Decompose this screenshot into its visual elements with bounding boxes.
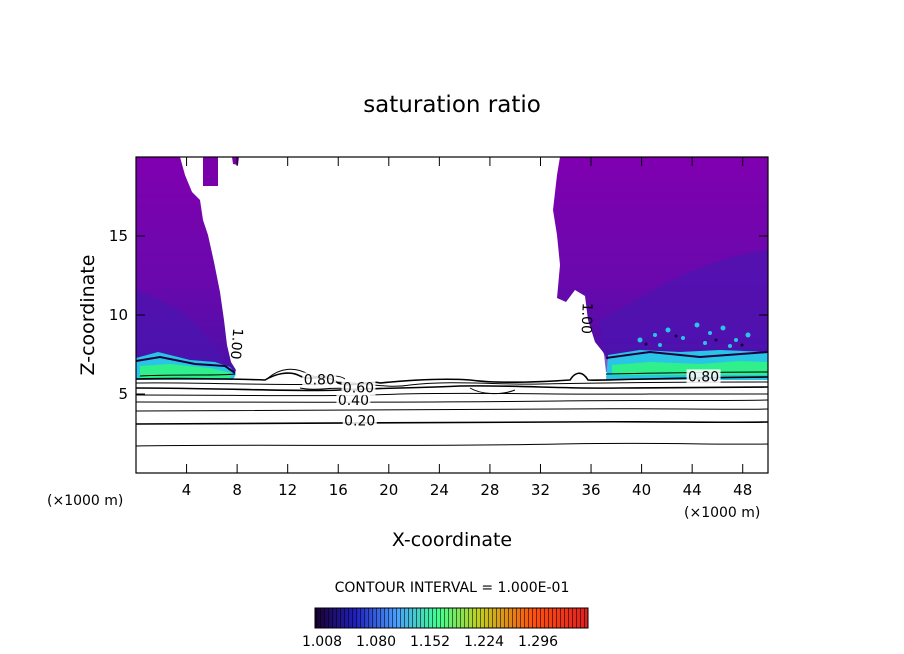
contour-label: 0.20 [344, 414, 375, 430]
contour-labels: 0.20 0.400.60 0.80 0.80 1.00 1.00 [227, 302, 721, 430]
contour-label-backdrop [302, 372, 337, 388]
x-axis-title: X-coordinate [392, 529, 512, 551]
contour-lines [136, 368, 768, 447]
left-blob [232, 157, 239, 165]
plot-field [136, 157, 768, 447]
y-tick-label: 5 [118, 385, 128, 403]
x-tick-label: 36 [581, 481, 600, 499]
x-tick-label: 8 [232, 481, 242, 499]
x-axis: 4 8 12 16 20 24 28 32 36 40 44 48 [182, 157, 752, 499]
right-speckles-dark [644, 334, 744, 347]
y-axis: 5 10 15 [109, 227, 768, 403]
contour-label-backdrop [341, 380, 376, 396]
colorbar-frame [314, 607, 589, 629]
colorbar-labels: 1.008 1.080 1.152 1.224 1.296 [302, 634, 558, 650]
right-green-band [612, 361, 768, 375]
x-tick-label: 28 [480, 481, 499, 499]
chart-title: saturation ratio [363, 92, 541, 118]
x-tick-label: 40 [632, 481, 651, 499]
colorbar-label: 1.008 [302, 634, 342, 650]
x-tick-label: 24 [430, 481, 449, 499]
x-unit-label: (×1000 m) [47, 493, 123, 509]
colorbar-label: 1.152 [410, 634, 450, 650]
y-tick-label: 10 [109, 306, 128, 324]
x-tick-label: 20 [379, 481, 398, 499]
right-speckles [637, 322, 751, 348]
x-unit-label-right: (×1000 m) [684, 505, 760, 521]
x-tick-label: 12 [278, 481, 297, 499]
colorbar-label: 1.224 [464, 634, 504, 650]
colorbar-label: 1.080 [356, 634, 396, 650]
contour-label: 1.00 [227, 328, 246, 360]
left-deep-region [136, 290, 229, 372]
contour-label: 1.00 [578, 302, 595, 334]
contour-label-backdrop [342, 413, 377, 429]
contour-label-backdrop [336, 393, 371, 409]
contour-label: 0.80 [304, 373, 335, 389]
x-tick-label: 4 [182, 481, 192, 499]
contour-label: 0.60 [343, 380, 374, 396]
right-dark-edge [605, 350, 768, 359]
x-tick-label: 44 [683, 481, 702, 499]
contour-label-backdrop [686, 369, 721, 385]
left-dark-edge [136, 355, 236, 374]
contour-interval-label: CONTOUR INTERVAL = 1.000E-01 [335, 580, 570, 596]
y-axis-title: Z-coordinate [77, 255, 99, 376]
y-tick-label: 15 [109, 227, 128, 245]
contour-label: 0.40 [338, 393, 369, 409]
left-blob [203, 157, 218, 186]
colorbar-label: 1.296 [518, 634, 558, 650]
x-tick-label: 48 [733, 481, 752, 499]
x-tick-label: 32 [531, 481, 550, 499]
colorbar-ticks [315, 608, 588, 628]
contour-label: 0.80 [688, 369, 719, 385]
x-tick-label: 16 [329, 481, 348, 499]
